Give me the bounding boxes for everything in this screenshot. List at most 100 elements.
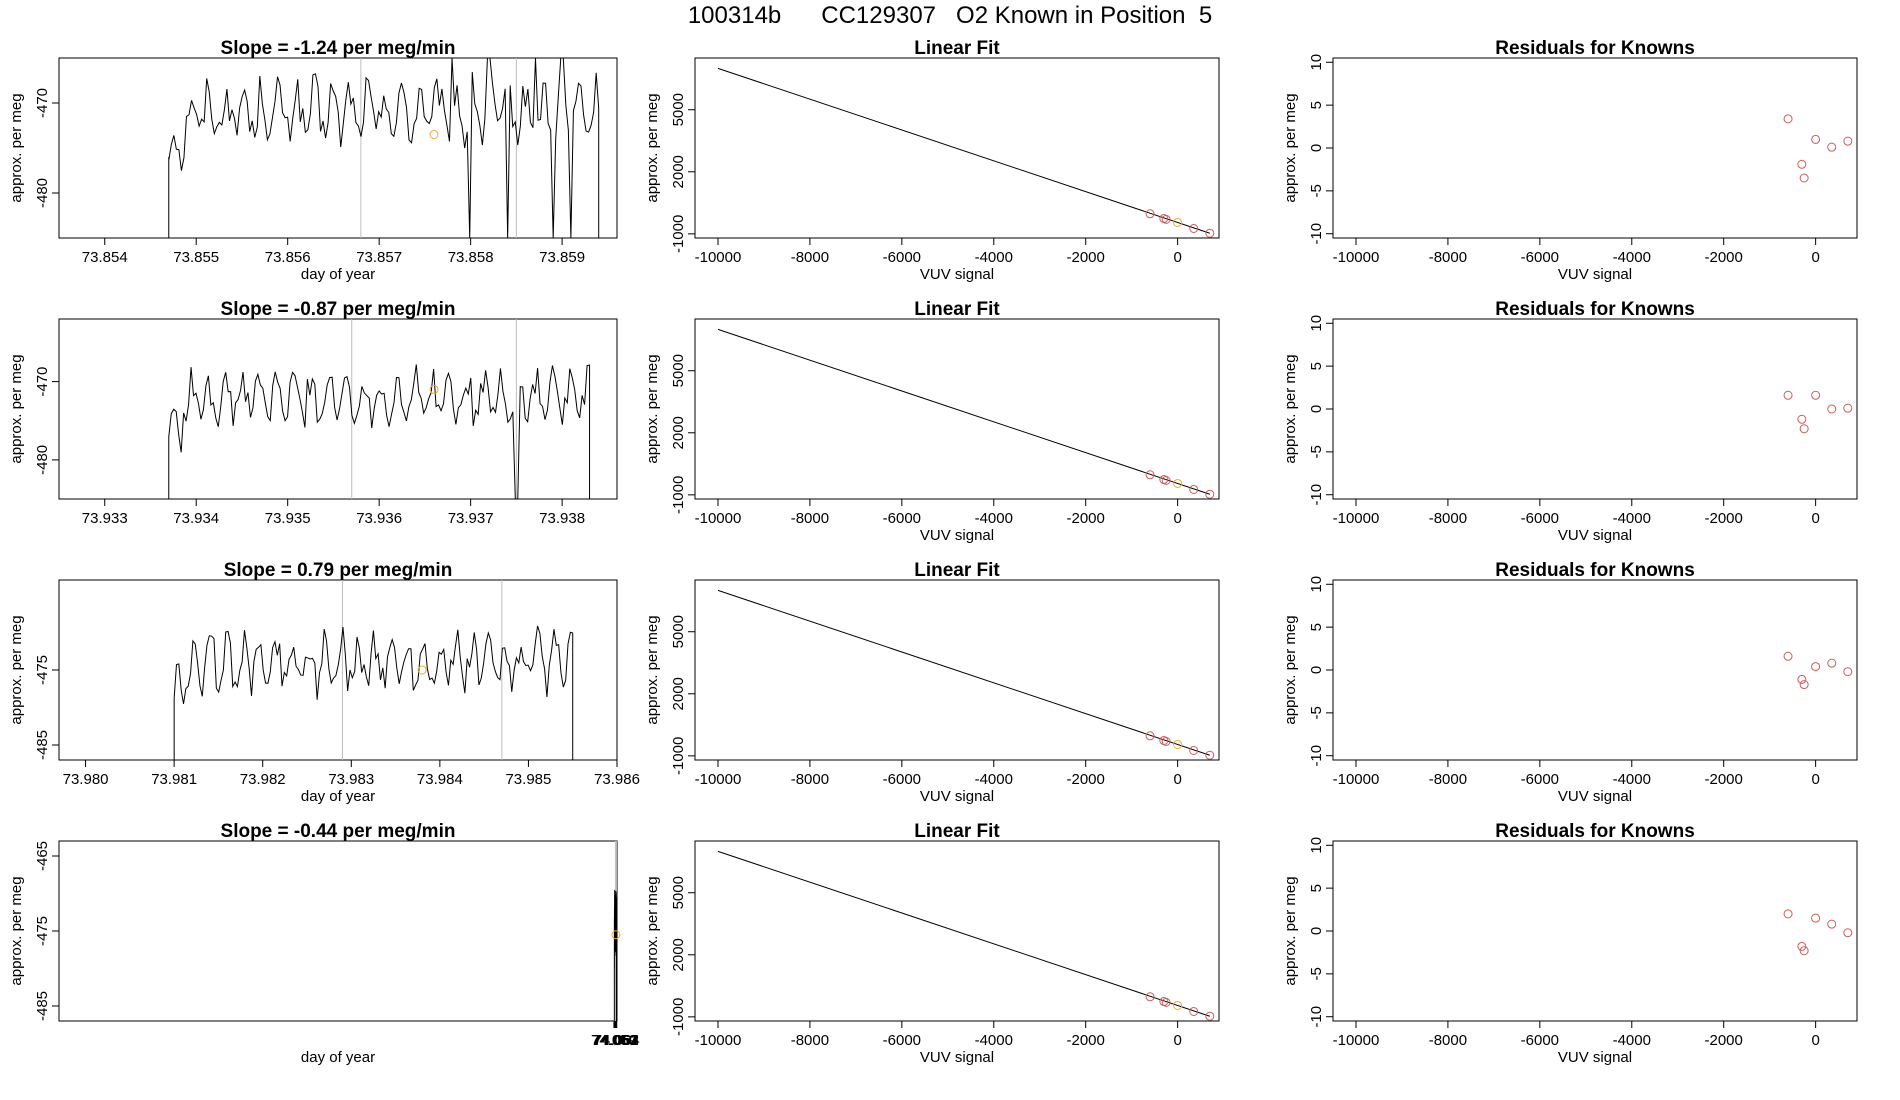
x-axis-label: day of year xyxy=(301,1049,375,1066)
x-tick-label: 73.986 xyxy=(594,771,640,788)
residual-point xyxy=(1783,390,1793,400)
y-tick-label: -5 xyxy=(1308,706,1325,719)
series-line xyxy=(59,889,618,1022)
residual-point xyxy=(1843,667,1853,677)
residual-point xyxy=(1811,390,1821,400)
x-axis-label: VUV signal xyxy=(920,266,994,283)
y-axis-label: approx. per meg xyxy=(8,615,25,724)
time-series-panel-4: Slope = -0.44 per meg/min 74.05974.06074.… xyxy=(8,821,640,1066)
residual-point xyxy=(1827,919,1837,929)
x-tick-label: -6000 xyxy=(1521,771,1559,788)
y-tick-label: -5 xyxy=(1308,445,1325,458)
x-tick-label: -10000 xyxy=(695,771,742,788)
x-tick-label: -10000 xyxy=(695,249,742,266)
fit-line xyxy=(717,67,1210,234)
y-tick-label: -10 xyxy=(1308,484,1325,506)
page-title: 100314b CC129307 O2 Known in Position 5 xyxy=(687,2,1213,29)
x-tick-label: 73.855 xyxy=(173,249,219,266)
highlight-point xyxy=(611,930,621,940)
known-point xyxy=(1161,736,1171,746)
x-tick-label: -8000 xyxy=(791,249,829,266)
residual-point xyxy=(1799,680,1809,690)
x-tick-label: -8000 xyxy=(1429,510,1467,527)
time-series-panel-2: Slope = -0.87 per meg/min 73.933 73.934 73.… xyxy=(8,299,618,527)
y-axis-label: approx. per meg xyxy=(1282,876,1299,985)
known-point xyxy=(1189,1006,1199,1016)
x-axis-label: VUV signal xyxy=(1558,527,1632,544)
x-tick-label: -6000 xyxy=(1521,510,1559,527)
x-tick-label: 73.982 xyxy=(240,771,286,788)
panel-title: Slope = -0.44 per meg/min xyxy=(221,821,456,842)
y-tick-label: -10 xyxy=(1308,1006,1325,1028)
y-tick-label: 2000 xyxy=(670,938,687,971)
residuals-panel-3: Residuals for Knowns -10000 -8000 -6000 -400… xyxy=(1282,560,1858,805)
y-tick-label: 0 xyxy=(1308,666,1325,674)
y-axis-label: approx. per meg xyxy=(8,93,25,202)
x-tick-label: 0 xyxy=(1173,249,1181,266)
x-tick-label: -6000 xyxy=(883,249,921,266)
known-point xyxy=(1145,209,1155,219)
residual-point xyxy=(1843,136,1853,146)
x-tick-label: 0 xyxy=(1811,1032,1819,1049)
y-tick-label: 10 xyxy=(1308,837,1325,854)
y-tick-label: -1000 xyxy=(670,998,687,1036)
y-tick-label: 5000 xyxy=(670,93,687,126)
residual-point xyxy=(1811,913,1821,923)
panel-title: Residuals for Knowns xyxy=(1495,821,1695,842)
series-line xyxy=(59,364,591,500)
x-tick-label: 73.859 xyxy=(539,249,585,266)
fit-line xyxy=(717,850,1210,1017)
plot-frame xyxy=(58,579,618,761)
residuals-panel-2: Residuals for Knowns -10000 -8000 -6000 -400… xyxy=(1282,299,1858,544)
residual-point xyxy=(1843,403,1853,413)
y-tick-label: 10 xyxy=(1308,54,1325,71)
time-series-panel-3: Slope = 0.79 per meg/min 73.980 73.981 73.9… xyxy=(8,560,640,805)
residual-point xyxy=(1783,909,1793,919)
series-line xyxy=(59,57,600,239)
x-tick-label: 73.983 xyxy=(328,771,374,788)
x-tick-label: -10000 xyxy=(695,510,742,527)
plot-frame xyxy=(58,318,618,500)
y-tick-label: 10 xyxy=(1308,576,1325,593)
plot-frame xyxy=(1332,840,1858,1022)
y-tick-label: -475 xyxy=(34,916,51,946)
fit-line xyxy=(717,589,1210,756)
x-axis-label: VUV signal xyxy=(920,788,994,805)
x-tick-label: -8000 xyxy=(1429,249,1467,266)
x-tick-label: -8000 xyxy=(791,510,829,527)
x-tick-label: 73.938 xyxy=(539,510,585,527)
y-tick-label: -480 xyxy=(34,178,51,208)
known-point xyxy=(1205,750,1215,760)
residual-point xyxy=(1811,134,1821,144)
y-tick-label: 0 xyxy=(1308,144,1325,152)
residual-point xyxy=(1799,173,1809,183)
x-tick-label: -4000 xyxy=(975,249,1013,266)
x-tick-label: 74.059 xyxy=(591,1032,637,1049)
residual-point xyxy=(1797,414,1807,424)
x-tick-label: 73.854 xyxy=(82,249,128,266)
residual-point xyxy=(1783,651,1793,661)
known-point xyxy=(1145,470,1155,480)
residuals-panel-1: Residuals for Knowns -10000 -8000 -6000 -400… xyxy=(1282,38,1858,283)
highlight-point xyxy=(429,130,439,139)
x-tick-label: -4000 xyxy=(975,771,1013,788)
highlight-point xyxy=(1173,739,1183,749)
residual-point xyxy=(1797,674,1807,684)
x-tick-label: 73.933 xyxy=(82,510,128,527)
x-tick-label: 0 xyxy=(1811,510,1819,527)
x-tick-label: -10000 xyxy=(1333,771,1380,788)
panel-title: Linear Fit xyxy=(914,821,1000,842)
x-tick-label: -8000 xyxy=(1429,771,1467,788)
x-tick-label: 73.981 xyxy=(151,771,197,788)
residual-point xyxy=(1783,114,1793,124)
x-tick-label: 0 xyxy=(1173,771,1181,788)
panel-title: Slope = 0.79 per meg/min xyxy=(224,560,453,581)
y-tick-label: -1000 xyxy=(670,737,687,775)
x-tick-label: 74.060 xyxy=(592,1032,638,1049)
x-tick-label: 73.980 xyxy=(63,771,109,788)
x-tick-label: 74.061 xyxy=(592,1032,638,1049)
x-tick-label: -10000 xyxy=(1333,1032,1380,1049)
x-tick-label: 73.857 xyxy=(356,249,402,266)
x-tick-label: 73.935 xyxy=(265,510,311,527)
x-tick-label: -4000 xyxy=(1613,249,1651,266)
